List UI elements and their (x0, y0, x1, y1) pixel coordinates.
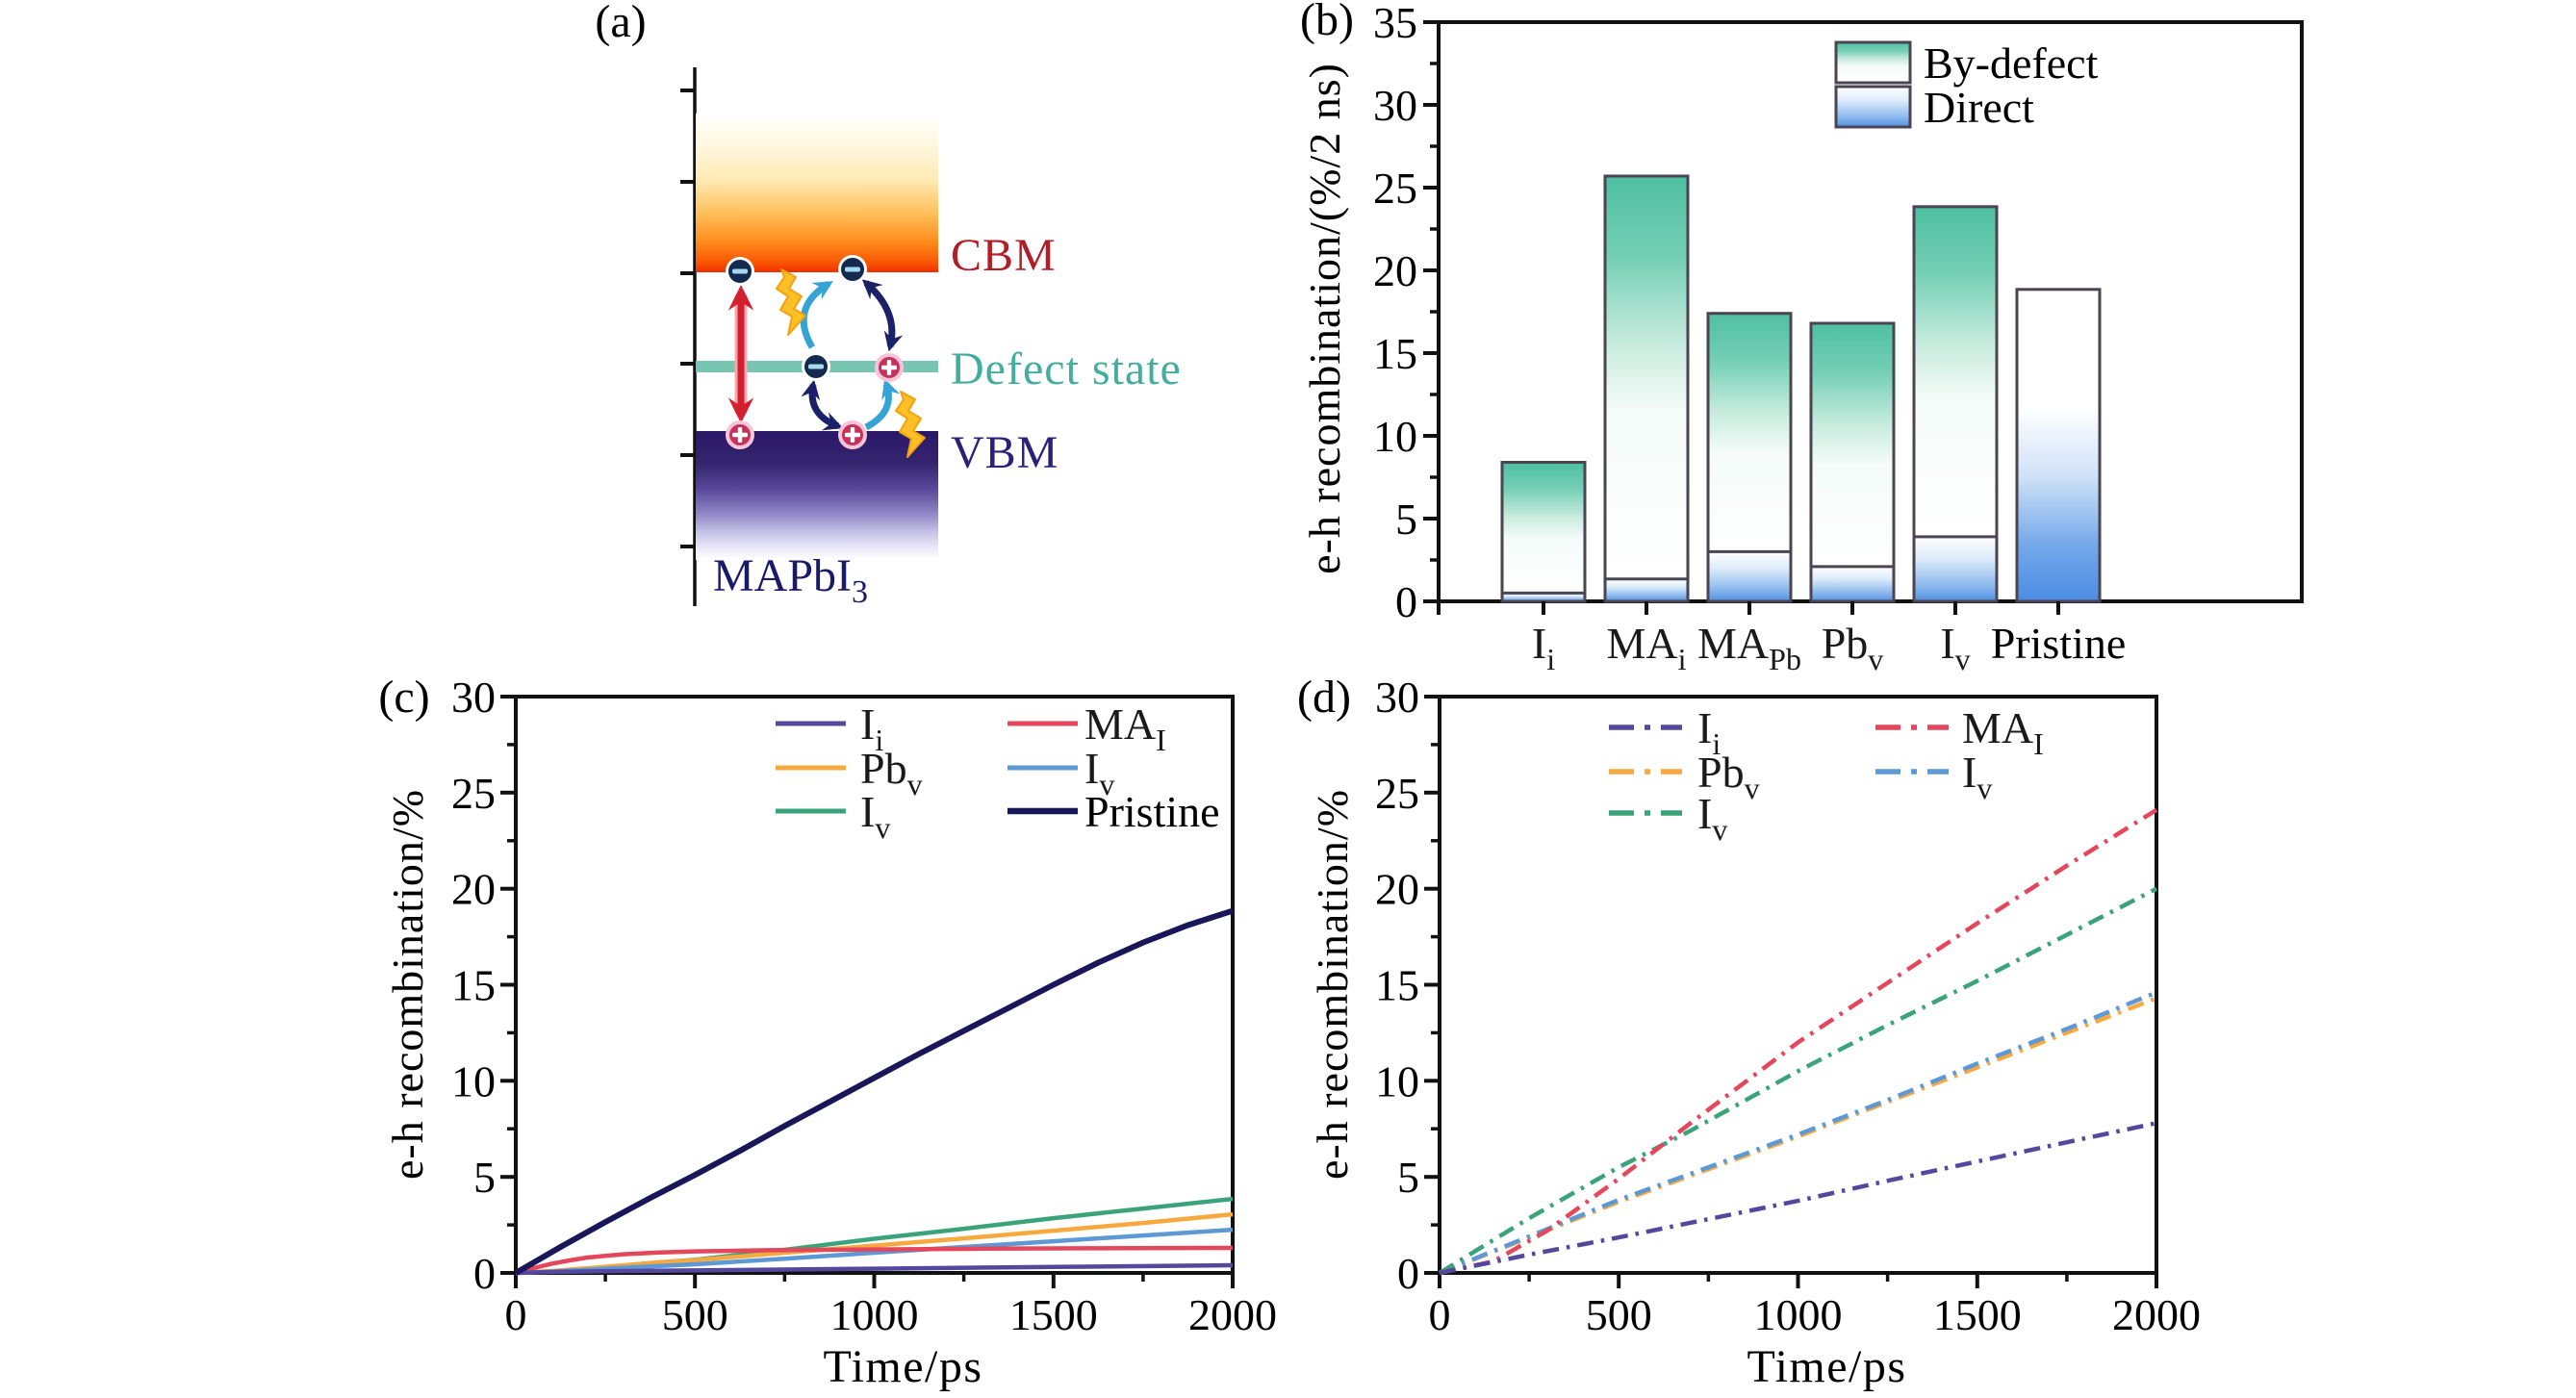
svg-text:15: 15 (1373, 329, 1417, 378)
svg-text:MAI: MAI (1962, 703, 2044, 761)
svg-text:Pristine: Pristine (1084, 787, 1220, 836)
svg-text:5: 5 (1395, 495, 1417, 544)
svg-text:25: 25 (1375, 769, 1419, 818)
svg-text:2000: 2000 (2112, 1290, 2201, 1339)
svg-text:(d): (d) (1297, 672, 1351, 723)
svg-text:CBM: CBM (951, 230, 1057, 281)
svg-text:0: 0 (473, 1249, 496, 1298)
svg-text:30: 30 (1373, 81, 1417, 130)
svg-text:20: 20 (1375, 865, 1419, 914)
svg-text:30: 30 (1375, 673, 1419, 722)
svg-text:10: 10 (451, 1056, 496, 1106)
svg-text:MAi: MAi (1606, 619, 1686, 676)
svg-text:20: 20 (1373, 246, 1417, 295)
svg-text:30: 30 (451, 673, 496, 722)
svg-text:1500: 1500 (1009, 1290, 1098, 1339)
svg-text:MAI: MAI (1084, 699, 1166, 757)
svg-text:500: 500 (1586, 1290, 1652, 1339)
svg-text:VBM: VBM (951, 427, 1058, 478)
svg-text:(a): (a) (595, 0, 646, 47)
svg-text:35: 35 (1373, 0, 1417, 47)
svg-text:e-h recombination/(%/2 ns): e-h recombination/(%/2 ns) (1300, 63, 1349, 574)
svg-text:e-h recombination/%: e-h recombination/% (1308, 789, 1357, 1180)
svg-text:25: 25 (451, 769, 496, 818)
svg-text:Time/ps: Time/ps (1747, 1341, 1906, 1392)
svg-text:0: 0 (505, 1290, 527, 1339)
svg-text:10: 10 (1373, 412, 1417, 461)
svg-text:2000: 2000 (1188, 1290, 1277, 1339)
svg-text:15: 15 (1375, 961, 1419, 1010)
svg-text:500: 500 (662, 1290, 728, 1339)
svg-text:5: 5 (473, 1153, 496, 1202)
svg-text:By-defect: By-defect (1924, 38, 2099, 88)
svg-text:(c): (c) (378, 672, 429, 723)
svg-text:Time/ps: Time/ps (823, 1341, 982, 1392)
svg-text:15: 15 (451, 961, 496, 1010)
svg-text:Direct: Direct (1924, 83, 2034, 132)
svg-text:(b): (b) (1300, 0, 1354, 45)
svg-text:Iv: Iv (1084, 744, 1114, 801)
svg-text:20: 20 (451, 865, 496, 914)
svg-text:0: 0 (1429, 1290, 1451, 1339)
svg-text:0: 0 (1397, 1249, 1419, 1298)
svg-text:5: 5 (1397, 1153, 1419, 1202)
svg-text:10: 10 (1375, 1056, 1419, 1106)
svg-text:e-h recombination/%: e-h recombination/% (383, 789, 432, 1180)
svg-text:1500: 1500 (1933, 1290, 2022, 1339)
svg-text:1000: 1000 (830, 1290, 919, 1339)
svg-text:Ii: Ii (1697, 703, 1721, 761)
svg-text:Defect state: Defect state (951, 343, 1182, 394)
svg-text:25: 25 (1373, 164, 1417, 213)
svg-text:0: 0 (1395, 577, 1417, 626)
svg-text:MAPbI3: MAPbI3 (713, 550, 868, 610)
svg-text:1000: 1000 (1754, 1290, 1843, 1339)
svg-text:Pristine: Pristine (1991, 619, 2127, 668)
